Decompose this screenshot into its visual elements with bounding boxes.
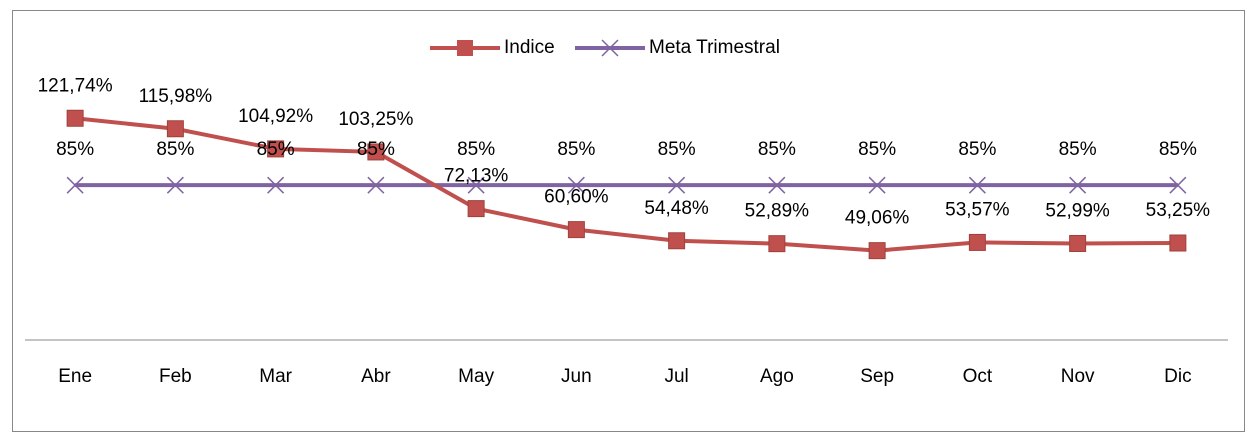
data-point [66,109,84,127]
data-label: 52,89% [745,201,810,222]
data-label: 49,06% [845,208,910,229]
data-label: 85% [457,139,495,160]
data-label: 85% [958,139,996,160]
data-point [267,176,285,194]
x-tick-label: Jul [664,366,688,387]
data-label: 53,57% [945,199,1010,220]
data-label: 85% [557,139,595,160]
data-label: 53,25% [1146,200,1211,221]
data-point [66,176,84,194]
data-point [367,176,385,194]
data-label: 60,60% [544,187,609,208]
x-tick-label: Nov [1061,366,1095,387]
x-tick-label: Oct [963,366,993,387]
data-point [567,176,585,194]
x-tick-label: Ene [58,366,92,387]
data-label: 72,13% [444,166,509,187]
legend-marker [457,40,473,56]
data-point [868,176,886,194]
x-tick-label: Mar [259,366,292,387]
data-point [1169,234,1187,252]
data-point [668,232,686,250]
data-point [968,233,986,251]
data-label: 52,99% [1045,200,1110,221]
series-line [74,116,1178,253]
data-point [768,235,786,253]
x-tick-label: Abr [361,366,391,387]
legend-marker [601,39,619,57]
x-tick-label: Jun [561,366,592,387]
data-point [1169,176,1187,194]
data-label: 121,74% [38,75,113,96]
data-point [1069,176,1087,194]
data-label: 115,98% [139,86,213,107]
data-point [968,176,986,194]
legend-label: Indice [504,37,555,58]
data-point [567,221,585,239]
x-tick-label: Feb [159,366,192,387]
data-label: 85% [156,139,194,160]
chart-frame [12,10,1245,432]
x-tick-label: Dic [1164,366,1191,387]
data-point [367,143,385,161]
data-point [267,140,285,158]
data-label: 85% [257,139,295,160]
x-tick-label: Sep [860,366,894,387]
data-label: 85% [56,139,94,160]
data-point [467,176,485,194]
data-point [668,176,686,194]
data-point [166,120,184,138]
data-point [467,200,485,218]
data-point [166,176,184,194]
data-label: 85% [758,139,796,160]
legend-label: Meta Trimestral [649,37,780,58]
data-label: 54,48% [644,198,709,219]
data-label: 85% [658,139,696,160]
x-tick-label: May [458,366,494,387]
data-point [768,176,786,194]
data-label: 104,92% [238,106,313,127]
data-point [1069,234,1087,252]
data-label: 85% [858,139,896,160]
x-tick-label: Ago [760,366,794,387]
data-point [868,242,886,260]
data-label: 85% [1159,139,1197,160]
data-label: 85% [357,139,395,160]
data-label: 103,25% [338,109,413,130]
data-label: 85% [1059,139,1097,160]
